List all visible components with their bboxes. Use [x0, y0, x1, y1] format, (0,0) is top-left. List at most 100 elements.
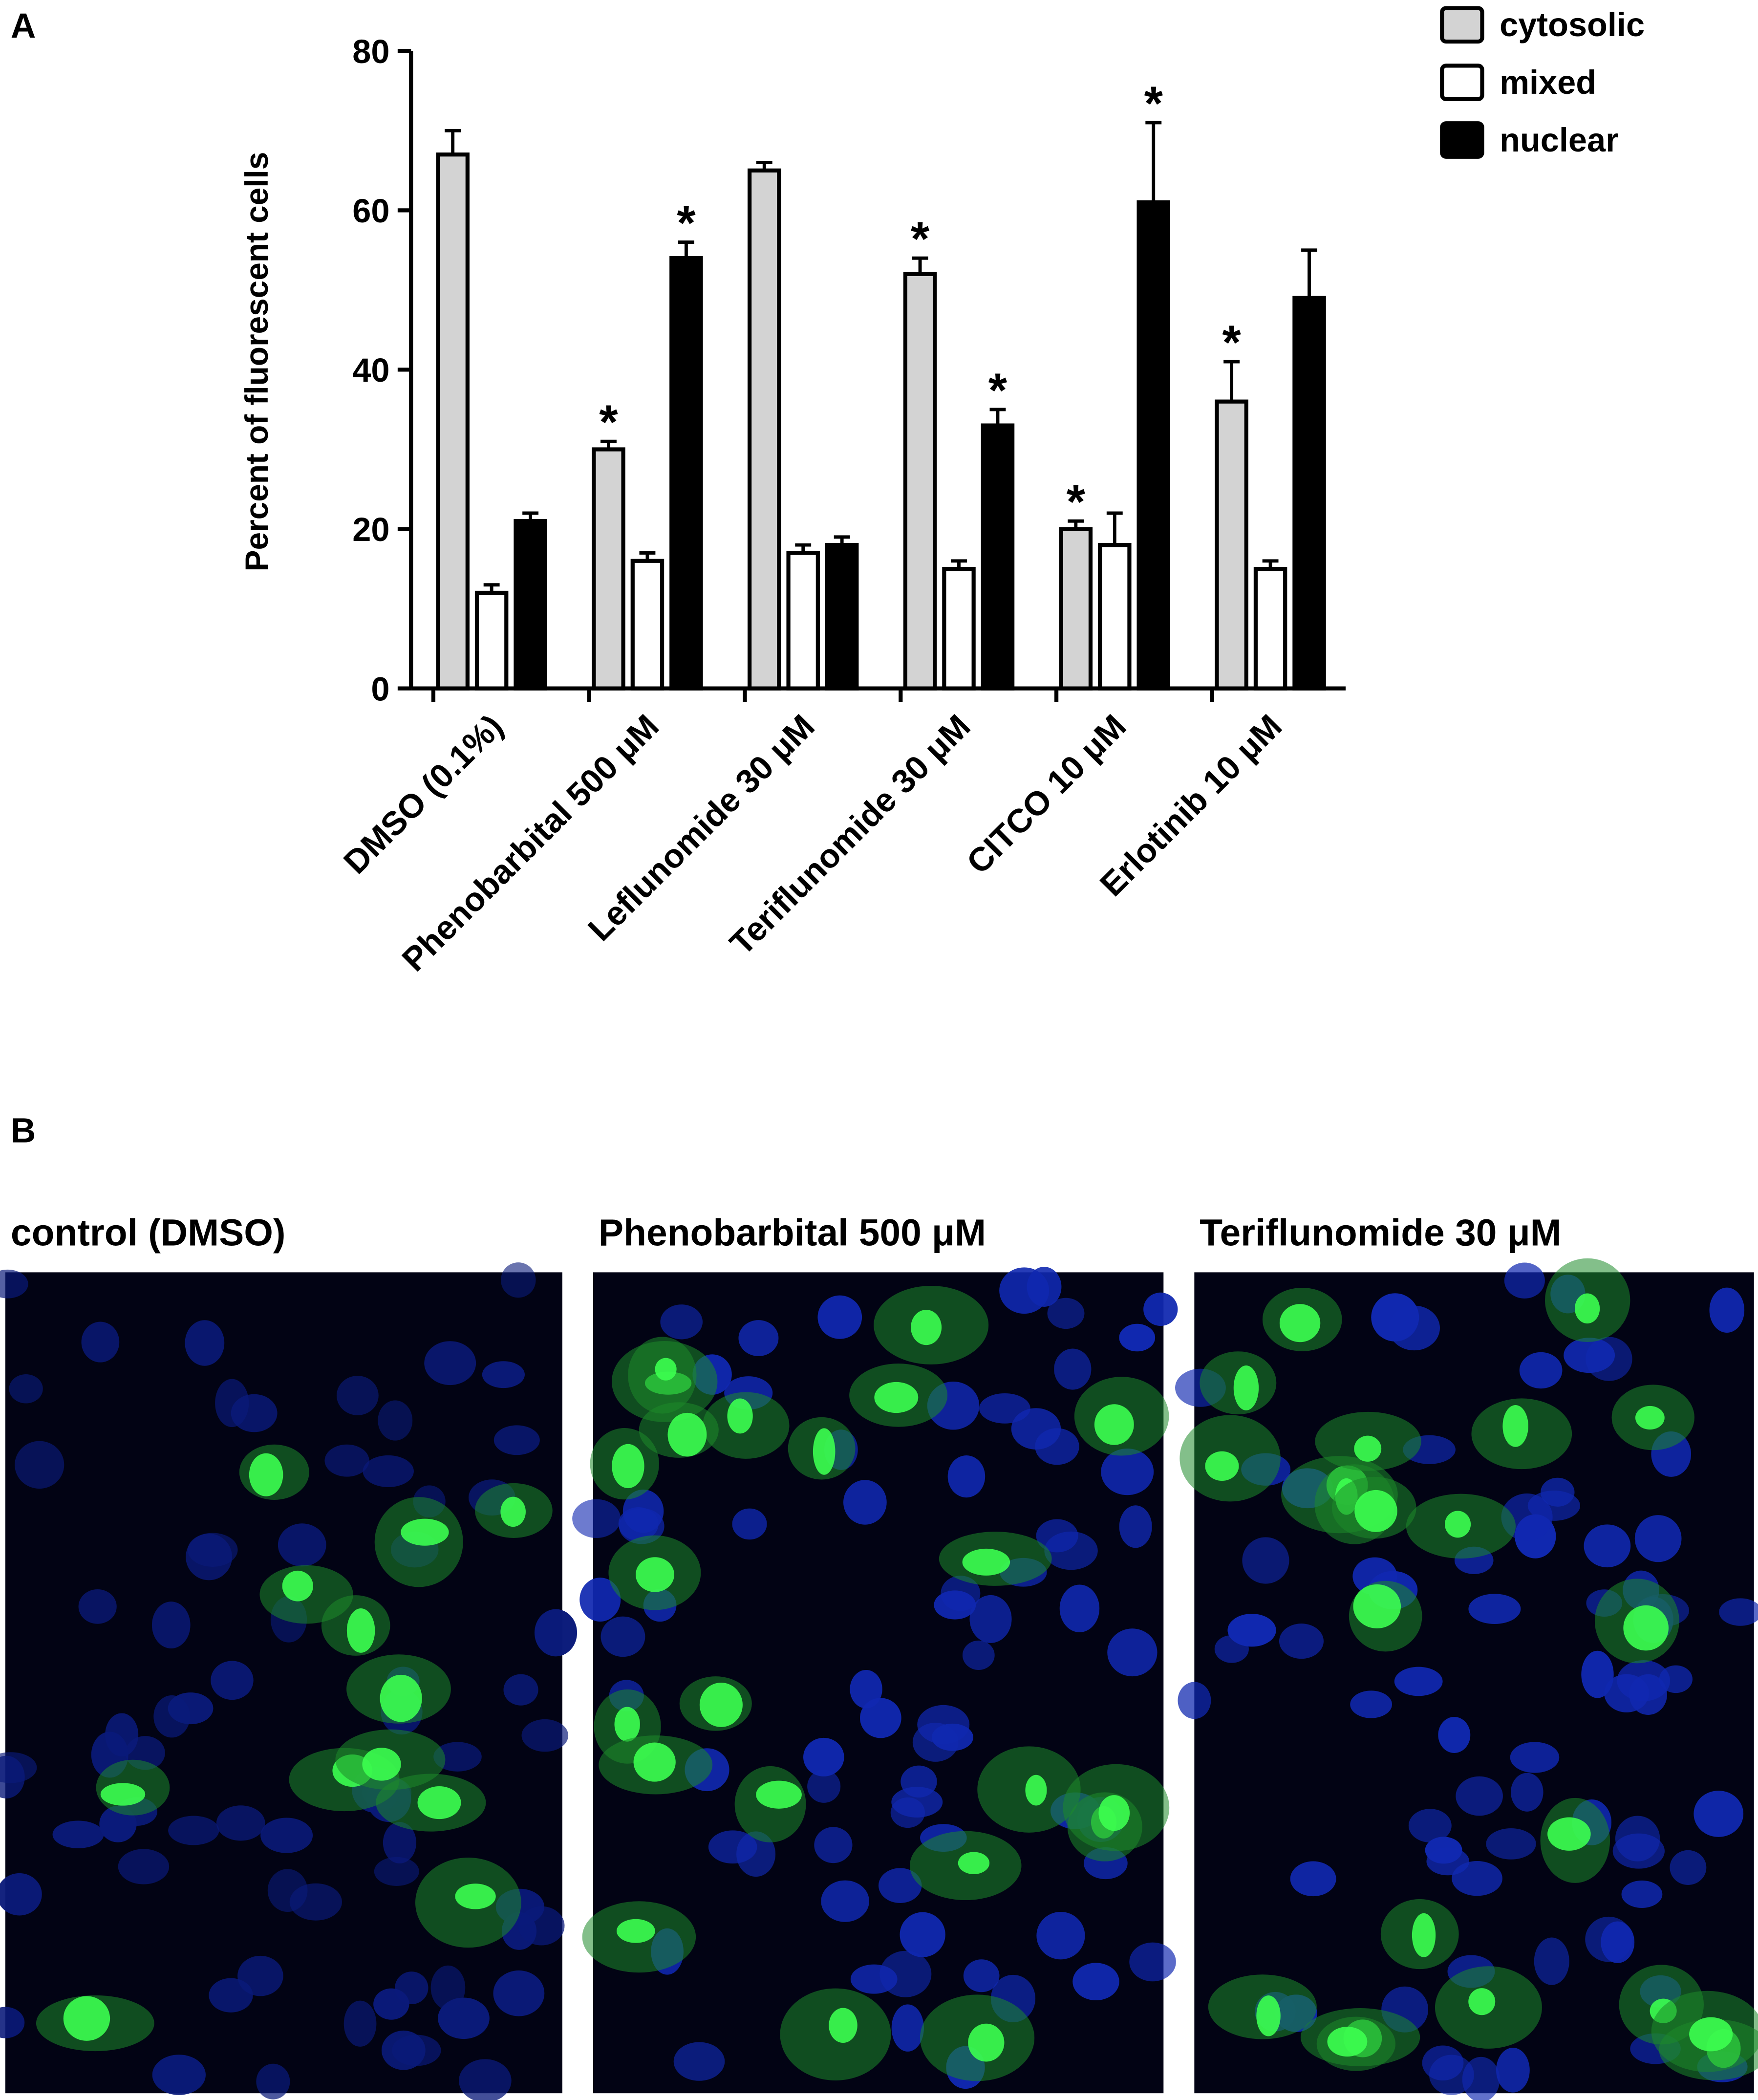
- cell-signal: [417, 1786, 461, 1819]
- significance-mark: *: [988, 363, 1008, 417]
- nucleus: [0, 1269, 28, 1299]
- nucleus: [1371, 1293, 1419, 1342]
- significance-mark: *: [911, 212, 930, 266]
- nucleus: [52, 1820, 104, 1848]
- nucleus: [1584, 1524, 1631, 1568]
- nucleus: [618, 1507, 659, 1541]
- nucleus: [1242, 1537, 1289, 1584]
- nucleus: [168, 1816, 219, 1845]
- nucleus: [493, 1425, 540, 1455]
- nucleus: [1119, 1505, 1152, 1548]
- cell-signal: [655, 1358, 677, 1381]
- nucleus: [1279, 1624, 1324, 1659]
- nucleus: [482, 1361, 525, 1388]
- cell-signal: [829, 2008, 858, 2043]
- micrograph-background: [5, 1272, 562, 2094]
- y-tick-label: 0: [371, 670, 389, 708]
- nucleus: [891, 1787, 943, 1818]
- cell-signal: [1575, 1293, 1600, 1324]
- nucleus: [600, 1616, 645, 1657]
- error-bar: [912, 256, 928, 274]
- error-bar: [989, 408, 1006, 426]
- image-caption: Teriflunomide 30 μM: [1200, 1212, 1561, 1254]
- nucleus: [900, 1912, 945, 1957]
- nucleus: [231, 1394, 278, 1432]
- legend-swatch: [1440, 64, 1484, 102]
- significance-mark: *: [1144, 77, 1163, 130]
- cell-signal: [911, 1310, 942, 1345]
- nucleus: [0, 1752, 37, 1783]
- nucleus: [879, 1950, 932, 1997]
- cell-signal: [1547, 1817, 1591, 1851]
- cell-signal: [958, 1852, 990, 1874]
- cell-signal: [756, 1780, 802, 1809]
- nucleus: [1621, 1880, 1663, 1908]
- nucleus: [821, 1880, 869, 1922]
- nucleus: [211, 1661, 254, 1700]
- nucleus: [738, 1320, 779, 1356]
- nucleus: [1143, 1292, 1178, 1326]
- nucleus: [343, 2000, 377, 2047]
- nucleus: [1629, 1674, 1667, 1715]
- bar: [1136, 200, 1171, 691]
- cell-signal: [874, 1382, 919, 1413]
- cell-signal: [1354, 1435, 1382, 1462]
- cell-signal: [616, 1919, 655, 1943]
- significance-mark: *: [677, 196, 696, 250]
- nucleus: [1709, 1287, 1745, 1333]
- nucleus: [378, 1400, 413, 1441]
- nucleus: [732, 1508, 767, 1540]
- nucleus: [814, 1827, 853, 1863]
- nucleus: [493, 1970, 545, 2016]
- bar: [942, 566, 976, 691]
- cell-signal: [635, 1557, 674, 1592]
- cell-signal: [727, 1398, 753, 1434]
- nucleus: [708, 1830, 757, 1864]
- legend-swatch: [1440, 121, 1484, 159]
- nucleus: [1564, 1338, 1615, 1373]
- cell-signal: [633, 1742, 676, 1782]
- x-tick-label: CITCO 10 μM: [959, 707, 1133, 881]
- bar: [747, 168, 781, 691]
- cell-signal: [1354, 1490, 1397, 1532]
- y-tick-label: 40: [352, 351, 389, 389]
- bar: [1253, 566, 1287, 691]
- cell-signal: [614, 1707, 640, 1742]
- micrograph: [572, 1267, 1178, 2094]
- nucleus: [424, 1341, 476, 1386]
- nucleus: [1119, 1323, 1156, 1352]
- nucleus: [1456, 1776, 1503, 1816]
- cell-signal: [500, 1496, 526, 1527]
- nucleus: [153, 1695, 190, 1738]
- nucleus: [1422, 2045, 1464, 2081]
- nucleus: [534, 1609, 578, 1657]
- nucleus: [1719, 1598, 1758, 1626]
- bar: [903, 272, 937, 691]
- bar: [630, 559, 665, 691]
- y-tick-label: 80: [352, 33, 389, 70]
- nucleus: [1129, 1942, 1176, 1982]
- cell-signal: [612, 1444, 644, 1489]
- nucleus: [383, 1822, 417, 1863]
- nucleus: [0, 1873, 42, 1916]
- micrograph: [1175, 1258, 1758, 2100]
- nucleus: [1581, 1650, 1614, 1698]
- cell-signal: [813, 1428, 836, 1475]
- nucleus: [373, 1988, 409, 2020]
- nucleus: [860, 1698, 901, 1738]
- nucleus: [1047, 1298, 1085, 1329]
- cell-signal: [362, 1748, 401, 1781]
- bar: [669, 256, 703, 691]
- nucleus: [1694, 1791, 1744, 1837]
- cell-signal: [63, 1996, 110, 2041]
- legend-label: nuclear: [1500, 121, 1619, 159]
- error-bar: [1301, 248, 1317, 298]
- nucleus: [1101, 1448, 1154, 1495]
- cell-signal: [968, 2023, 1005, 2062]
- error-bar: [1145, 121, 1162, 203]
- cell-signal: [1098, 1795, 1130, 1831]
- cell-signal: [962, 1548, 1010, 1576]
- nucleus: [324, 1444, 369, 1477]
- cell-signal: [401, 1518, 449, 1546]
- image-caption: Phenobarbital 500 μM: [599, 1212, 986, 1254]
